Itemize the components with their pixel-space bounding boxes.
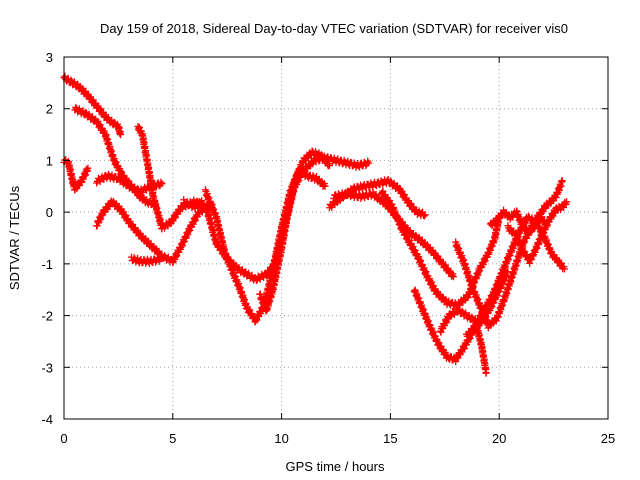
series-track-6 (134, 122, 209, 233)
y-tick-label-7: 3 (46, 50, 53, 65)
series-track-1 (60, 72, 125, 139)
y-tick-label-4: 0 (46, 205, 53, 220)
marker-track-16-90 (492, 317, 500, 325)
marker-track-13-148 (464, 294, 472, 302)
marker-track-19-90 (543, 221, 551, 229)
marker-track-7-34 (158, 255, 166, 263)
marker-track-18-107 (563, 198, 571, 206)
marker-track-3-53 (84, 164, 92, 172)
x-tick-label-1: 5 (169, 431, 176, 446)
x-tick-label-5: 25 (601, 431, 615, 446)
y-tick-label-5: 1 (46, 153, 53, 168)
chart-title: Day 159 of 2018, Sidereal Day-to-day VTE… (100, 21, 568, 36)
y-tick-labels: -4 -3 -2 -1 0 1 2 3 (41, 50, 53, 427)
marker-track-4-72 (157, 178, 165, 186)
y-tick-label-3: -1 (41, 257, 53, 272)
marker-track-15-43 (468, 313, 476, 321)
marker-track-11-118 (420, 212, 428, 220)
series-track-3 (60, 156, 92, 194)
marker-track-9-297 (321, 182, 329, 190)
axis-ticks (63, 56, 609, 420)
series-track-13 (378, 187, 503, 311)
y-tick-label-0: -4 (41, 412, 53, 427)
y-tick-label-2: -2 (41, 309, 53, 324)
marker-track-1-80 (117, 131, 125, 139)
marker-track-1-49 (97, 105, 105, 113)
y-tick-label-6: 2 (46, 102, 53, 117)
marker-track-4-27 (117, 176, 125, 184)
marker-track-17-186 (560, 265, 568, 273)
marker-track-4-35 (124, 179, 132, 187)
marker-track-12-154 (450, 273, 458, 281)
x-tick-label-4: 20 (492, 431, 506, 446)
y-axis-label: SDTVAR / TECUs (7, 185, 22, 290)
x-tick-label-2: 10 (274, 431, 288, 446)
x-tick-labels: 0 5 10 15 20 25 (60, 431, 615, 446)
data-markers (60, 72, 571, 377)
series-track-10 (256, 147, 333, 315)
marker-track-8-103 (241, 268, 249, 276)
plot-frame (63, 56, 609, 420)
marker-track-16-230 (558, 177, 566, 185)
series-track-7 (127, 253, 166, 267)
marker-track-10-186 (325, 162, 333, 170)
marker-track-15-94 (482, 368, 490, 376)
y-tick-label-1: -3 (41, 360, 53, 375)
series-track-5 (93, 197, 216, 267)
marker-track-4-73 (158, 180, 166, 188)
series-track-12 (330, 188, 458, 281)
marker-track-12-142 (441, 261, 449, 269)
marker-track-17-125 (524, 212, 532, 220)
marker-track-8-304 (365, 159, 373, 167)
series-track-17 (463, 212, 568, 340)
x-axis-label: GPS time / hours (286, 459, 385, 474)
marker-track-11-119 (421, 211, 429, 219)
x-tick-label-3: 15 (383, 431, 397, 446)
series-track-19 (486, 206, 551, 238)
x-tick-label-0: 0 (60, 431, 67, 446)
